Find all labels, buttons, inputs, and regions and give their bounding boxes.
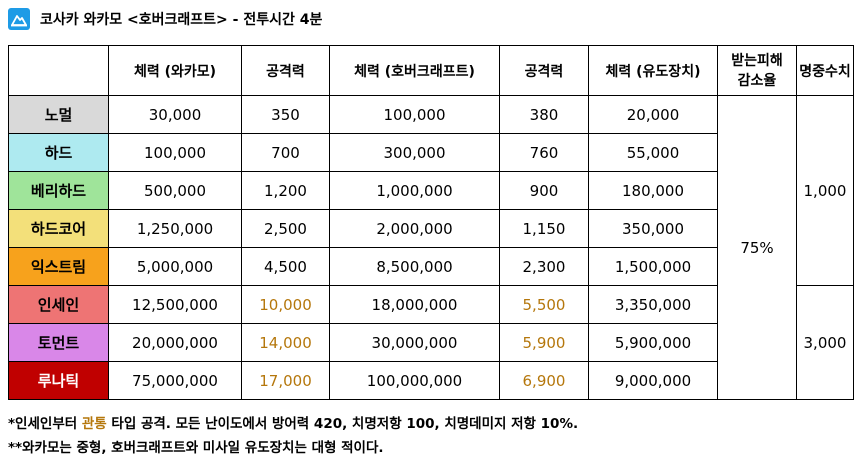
hp-wakamo-cell: 1,250,000: [108, 209, 242, 248]
difficulty-cell: 노멀: [8, 95, 109, 134]
hp-device-cell: 3,350,000: [588, 285, 718, 324]
hp-device-cell: 180,000: [588, 171, 718, 210]
attack-1-cell: 350: [241, 95, 330, 134]
attack-2-cell: 900: [499, 171, 589, 210]
hp-hovercraft-cell: 8,500,000: [329, 247, 500, 286]
hp-wakamo-cell: 100,000: [108, 133, 242, 172]
hp-wakamo-cell: 12,500,000: [108, 285, 242, 324]
table-row: 베리하드 500,000 1,200 1,000,000 900 180,000: [8, 171, 854, 210]
attack-1-cell: 700: [241, 133, 330, 172]
page-title: 코사카 와카모 <호버크래프트> - 전투시간 4분: [40, 12, 323, 28]
difficulty-cell: 루나틱: [8, 361, 109, 400]
header-hp-device: 체력 (유도장치): [588, 45, 718, 96]
title-bar: 코사카 와카모 <호버크래프트> - 전투시간 4분: [8, 6, 322, 32]
header-damage-line2: 감소율: [737, 72, 777, 89]
damage-reduction-cell: 75%: [717, 95, 797, 400]
attack-1-cell: 14,000: [241, 323, 330, 362]
attack-1-cell: 10,000: [241, 285, 330, 324]
attack-1-cell: 1,200: [241, 171, 330, 210]
attack-2-cell: 5,500: [499, 285, 589, 324]
header-hp-wakamo: 체력 (와카모): [108, 45, 242, 96]
difficulty-cell: 하드코어: [8, 209, 109, 248]
table-row: 익스트림 5,000,000 4,500 8,500,000 2,300 1,500,00…: [8, 247, 854, 286]
attack-2-cell: 5,900: [499, 323, 589, 362]
hp-wakamo-cell: 5,000,000: [108, 247, 242, 286]
attack-2-cell: 1,150: [499, 209, 589, 248]
difficulty-cell: 인세인: [8, 285, 109, 324]
accuracy-cell-group1: 1,000: [796, 95, 854, 286]
footnote-1: *인세인부터 관통 타입 공격. 모든 난이도에서 방어력 420, 치명저항 …: [8, 416, 579, 432]
attack-1-cell: 17,000: [241, 361, 330, 400]
hp-device-cell: 350,000: [588, 209, 718, 248]
hp-device-cell: 55,000: [588, 133, 718, 172]
header-damage-line1: 받는피해: [731, 52, 783, 69]
table-row: 토먼트 20,000,000 14,000 30,000,000 5,900 5,900,…: [8, 323, 854, 362]
difficulty-cell: 토먼트: [8, 323, 109, 362]
hp-wakamo-cell: 75,000,000: [108, 361, 242, 400]
hp-wakamo-cell: 500,000: [108, 171, 242, 210]
difficulty-cell: 하드: [8, 133, 109, 172]
footnote-2: **와카모는 중형, 호버크래프트와 미사일 유도장치는 대형 적이다.: [8, 440, 384, 456]
hp-wakamo-cell: 20,000,000: [108, 323, 242, 362]
hp-device-cell: 1,500,000: [588, 247, 718, 286]
header-attack-2: 공격력: [499, 45, 589, 96]
attack-2-cell: 6,900: [499, 361, 589, 400]
table-row: 노멀 30,000 350 100,000 380 20,000 75% 1,000: [8, 95, 854, 400]
attack-2-cell: 380: [499, 95, 589, 134]
footnote-highlight: 관통: [81, 416, 107, 432]
mountain-logo-icon: [8, 8, 30, 30]
difficulty-cell: 베리하드: [8, 171, 109, 210]
hp-hovercraft-cell: 100,000: [329, 95, 500, 134]
accuracy-cell-group2: 3,000: [796, 285, 854, 400]
hp-wakamo-cell: 30,000: [108, 95, 242, 134]
hp-hovercraft-cell: 1,000,000: [329, 171, 500, 210]
attack-2-cell: 760: [499, 133, 589, 172]
attack-1-cell: 4,500: [241, 247, 330, 286]
header-accuracy: 명중수치: [796, 45, 854, 96]
header-row: 체력 (와카모) 공격력 체력 (호버크래프트) 공격력 체력 (유도장치) 받…: [8, 45, 854, 96]
hp-hovercraft-cell: 100,000,000: [329, 361, 500, 400]
header-attack-1: 공격력: [241, 45, 330, 96]
hp-device-cell: 5,900,000: [588, 323, 718, 362]
hp-device-cell: 20,000: [588, 95, 718, 134]
hp-hovercraft-cell: 2,000,000: [329, 209, 500, 248]
header-damage-reduction: 받는피해 감소율: [717, 45, 797, 96]
header-hp-hovercraft: 체력 (호버크래프트): [329, 45, 500, 96]
difficulty-cell: 익스트림: [8, 247, 109, 286]
stats-table: 체력 (와카모) 공격력 체력 (호버크래프트) 공격력 체력 (유도장치) 받…: [8, 45, 854, 400]
hp-device-cell: 9,000,000: [588, 361, 718, 400]
attack-1-cell: 2,500: [241, 209, 330, 248]
footnotes: *인세인부터 관통 타입 공격. 모든 난이도에서 방어력 420, 치명저항 …: [8, 412, 578, 460]
attack-2-cell: 2,300: [499, 247, 589, 286]
header-empty: [8, 45, 109, 96]
hp-hovercraft-cell: 18,000,000: [329, 285, 500, 324]
table-row: 루나틱 75,000,000 17,000 100,000,000 6,900 9,000…: [8, 361, 854, 400]
table-row: 인세인 12,500,000 10,000 18,000,000 5,500 3,350,…: [8, 285, 854, 400]
hp-hovercraft-cell: 30,000,000: [329, 323, 500, 362]
hp-hovercraft-cell: 300,000: [329, 133, 500, 172]
